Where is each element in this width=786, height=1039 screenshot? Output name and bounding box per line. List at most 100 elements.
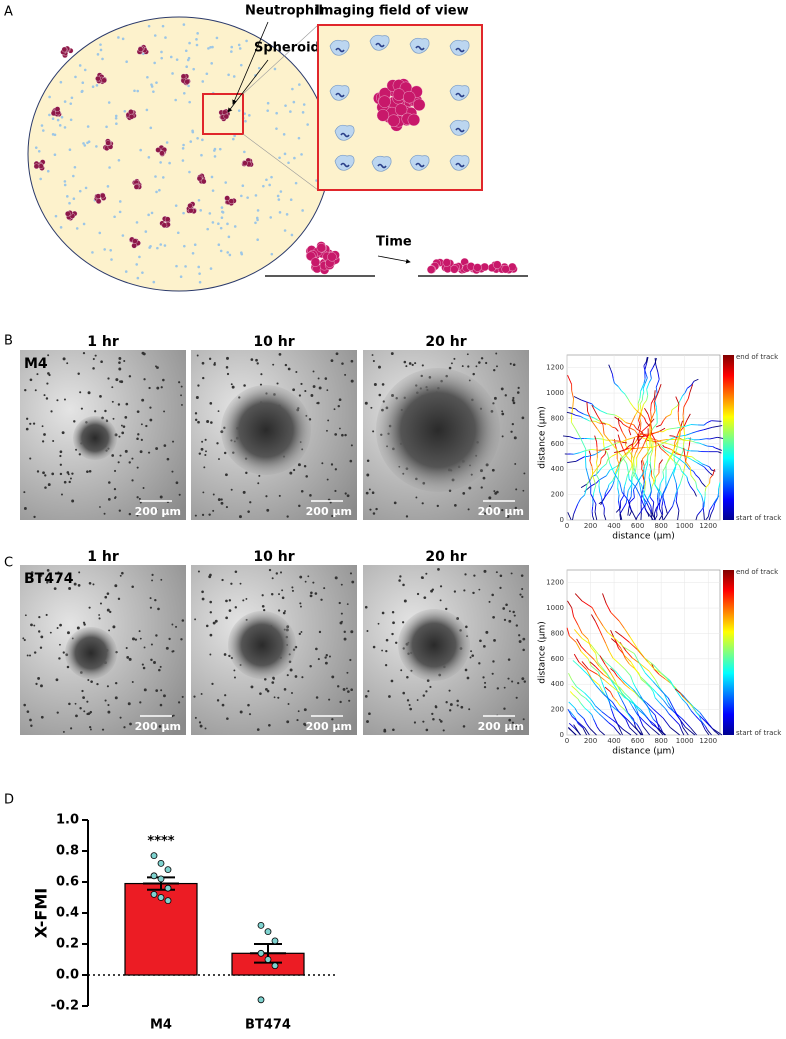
cell-dot <box>338 427 341 430</box>
track-segment <box>592 468 597 475</box>
cell-dot <box>228 609 232 612</box>
track-segment <box>573 452 580 455</box>
track-segment <box>636 724 641 731</box>
cell-dot <box>259 692 262 695</box>
cell-dot <box>63 398 66 401</box>
track-segment <box>655 387 658 394</box>
neutrophil-dot <box>141 271 144 274</box>
neutrophil-dot <box>188 41 191 45</box>
cell-dot <box>499 586 502 589</box>
cell-dot <box>372 430 375 433</box>
track-segment <box>593 708 600 715</box>
track-segment <box>643 361 647 366</box>
cell-dot <box>221 703 225 707</box>
track-segment <box>679 692 684 698</box>
cell-dot <box>66 362 69 365</box>
neutrophil-dot <box>75 227 79 230</box>
cell-dot <box>278 494 281 497</box>
cell-dot <box>408 703 411 707</box>
track-segment <box>674 492 677 500</box>
neutrophil-dot <box>53 153 57 157</box>
cell-dot <box>155 689 159 692</box>
track-segment <box>605 603 612 613</box>
cell-dot <box>134 638 138 641</box>
track-segment <box>629 446 632 452</box>
track-segment <box>567 512 572 521</box>
cell-dot <box>75 714 78 718</box>
panel-label: A <box>4 5 13 20</box>
x-tick-label: 0 <box>565 522 569 530</box>
track-segment <box>650 436 654 443</box>
track-segment <box>573 437 578 440</box>
track-segment <box>585 698 592 704</box>
track-segment <box>699 438 707 441</box>
track-segment <box>618 424 623 433</box>
timepoint-label: 10 hr <box>253 334 294 350</box>
cell-dot <box>46 580 49 583</box>
track-segment <box>695 715 702 723</box>
cell-dot <box>153 661 156 664</box>
cell-dot <box>344 373 347 376</box>
track-segment <box>688 468 694 472</box>
track-segment <box>619 705 625 710</box>
cell-dot <box>513 614 516 617</box>
track-segment <box>647 493 651 499</box>
track-segment <box>610 672 616 682</box>
track-segment <box>671 684 679 693</box>
track-segment <box>581 399 587 403</box>
cell-dot <box>172 440 175 443</box>
track-segment <box>595 653 598 662</box>
track-segment <box>569 635 577 643</box>
cell-dot <box>292 388 296 392</box>
cell <box>480 262 489 272</box>
track-segment <box>703 426 713 431</box>
cell-dot <box>323 587 326 590</box>
neutrophil-dot <box>266 109 270 112</box>
cell-dot <box>89 728 92 731</box>
track-segment <box>645 681 654 690</box>
cell-dot <box>377 622 380 625</box>
track-segment <box>643 378 646 384</box>
neutrophil-dot <box>184 49 188 53</box>
track-segment <box>622 653 626 659</box>
cell-dot <box>333 408 336 411</box>
neutrophil-dot <box>193 243 197 247</box>
track-segment <box>625 475 628 483</box>
track-segment <box>615 414 621 419</box>
neutrophil-dot <box>59 226 63 229</box>
cell-dot <box>47 354 50 357</box>
cell-dot <box>67 473 70 476</box>
y-tick-label: -0.2 <box>51 999 79 1014</box>
cell-dot <box>248 713 252 716</box>
cell-dot <box>425 572 428 575</box>
cell-dot <box>216 442 219 445</box>
track-segment <box>606 459 609 464</box>
track-segment <box>598 467 602 472</box>
track-segment <box>646 382 650 390</box>
cell-dot <box>68 702 71 706</box>
cell-dot <box>149 406 152 409</box>
track-segment <box>669 471 674 480</box>
track-segment <box>674 688 681 694</box>
track-segment <box>573 616 579 626</box>
cell-dot <box>383 729 387 733</box>
cell-dot <box>301 676 304 679</box>
track-segment <box>647 413 651 422</box>
cell-dot <box>515 624 519 627</box>
neutrophil-dot <box>226 222 229 226</box>
track-segment <box>682 392 686 397</box>
cell-dot <box>217 498 221 501</box>
cell-dot <box>522 648 525 652</box>
track-segment <box>629 641 638 650</box>
track-segment <box>627 484 633 491</box>
cell <box>316 243 326 253</box>
cell-dot <box>53 587 57 591</box>
cell-dot <box>453 590 457 593</box>
cell-dot <box>265 687 268 691</box>
cell-dot <box>289 471 293 475</box>
track-segment <box>611 439 616 442</box>
neutrophil-dot <box>278 211 282 214</box>
track-segment <box>577 723 584 729</box>
track-segment <box>715 447 720 450</box>
track-segment <box>643 437 651 441</box>
